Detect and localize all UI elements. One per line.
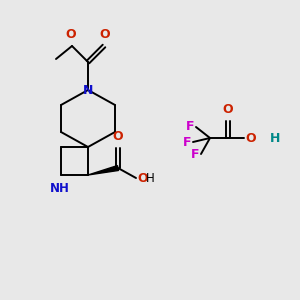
Text: O: O: [66, 28, 76, 41]
Text: F: F: [185, 121, 194, 134]
Text: NH: NH: [50, 182, 70, 195]
Polygon shape: [88, 166, 118, 175]
Text: F: F: [182, 136, 191, 148]
Text: O: O: [245, 131, 256, 145]
Text: O: O: [113, 130, 123, 143]
Text: O: O: [100, 28, 110, 41]
Text: H: H: [270, 131, 280, 145]
Text: F: F: [190, 148, 199, 160]
Text: N: N: [83, 83, 93, 97]
Text: H: H: [146, 172, 155, 185]
Text: O: O: [137, 172, 148, 184]
Text: O: O: [223, 103, 233, 116]
